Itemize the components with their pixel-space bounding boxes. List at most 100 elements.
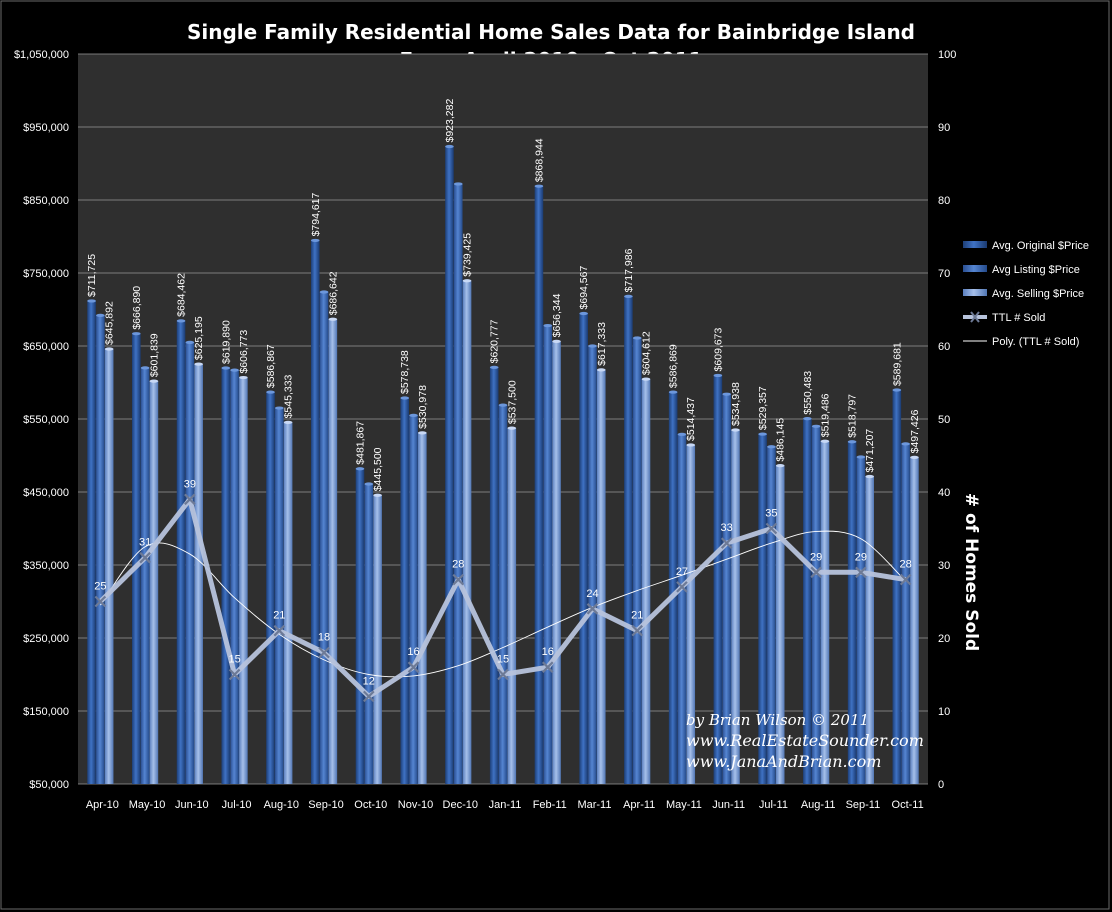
bar-cap [820, 439, 830, 443]
x-tick-label: Aug-11 [801, 799, 836, 811]
bar-cap [892, 388, 902, 392]
legend-label: TTL # Sold [992, 312, 1045, 324]
bar-cap [149, 379, 159, 383]
left-tick-label: $1,050,000 [14, 49, 69, 61]
bar [87, 300, 96, 784]
bar-cap [713, 373, 723, 378]
bar-cap [400, 396, 410, 400]
sold-marker [407, 661, 420, 673]
sold-value-label: 16 [407, 646, 419, 658]
bar-cap [686, 443, 696, 447]
chart-title: Single Family Residential Home Sales Dat… [187, 20, 915, 44]
gridlines [78, 53, 928, 785]
bar [96, 315, 105, 784]
credit-block: by Brian Wilson © 2011 www.RealEstateSou… [686, 711, 924, 771]
sold-marker [631, 624, 643, 637]
right-axis-title: # of Homes Sold [961, 493, 981, 651]
bar-value-label: $868,944 [533, 138, 545, 182]
bar [445, 146, 454, 784]
bar [722, 394, 731, 784]
bar-value-label: $481,867 [354, 421, 366, 465]
bar [811, 426, 821, 784]
bar-cap [668, 390, 678, 394]
left-tick-label: $550,000 [23, 414, 69, 426]
bar-cap [722, 392, 731, 396]
bar [901, 443, 910, 784]
bar-cap [498, 403, 508, 407]
bar-value-label: $684,462 [176, 273, 188, 317]
x-tick-label: Apr-10 [86, 799, 119, 811]
bar [758, 434, 767, 784]
bar-value-label: $471,207 [864, 429, 876, 473]
legend: Avg. Original $Price Avg Listing $Price Av… [963, 240, 1089, 348]
bar-cap [579, 311, 588, 316]
bar-cap [176, 319, 186, 323]
bar-cap [856, 455, 866, 459]
sold-marker [497, 668, 509, 681]
bar [596, 369, 606, 784]
bar-value-label: $617,333 [596, 322, 608, 366]
left-tick-label: $850,000 [23, 195, 69, 207]
left-tick-label: $50,000 [29, 779, 69, 791]
bar-cap [534, 184, 544, 188]
bar [266, 392, 275, 784]
right-tick-label: 10 [938, 706, 950, 718]
bar [534, 186, 544, 784]
bar-value-label: $545,333 [283, 374, 295, 418]
x-tick-label: Jul-10 [222, 799, 252, 811]
bar-value-label: $586,869 [668, 344, 680, 388]
legend-swatch [963, 241, 987, 248]
bar-cap [865, 474, 874, 479]
bar-value-label: $619,890 [220, 320, 232, 364]
bar-value-label: $923,282 [444, 99, 456, 143]
credit-url-2: www.JanaAndBrian.com [686, 752, 881, 771]
x-tick-label: Feb-11 [533, 799, 567, 811]
bar-cap [462, 279, 472, 283]
right-tick-label: 70 [938, 268, 950, 280]
bar-value-label: $666,890 [131, 286, 143, 330]
bar-value-label: $486,145 [775, 418, 787, 462]
bar-cap [596, 368, 606, 372]
bar-value-label: $739,425 [462, 233, 474, 277]
sold-value-label: 16 [542, 646, 554, 658]
bar-cap [811, 424, 821, 428]
right-tick-label: 50 [938, 414, 950, 426]
bar-value-label: $589,681 [891, 342, 903, 386]
sold-value-label: 29 [810, 551, 822, 563]
bar-value-label: $578,738 [399, 350, 411, 394]
left-tick-label: $250,000 [23, 633, 69, 645]
bar [149, 381, 159, 784]
bar [686, 444, 696, 784]
sold-marker [720, 537, 733, 549]
bar-cap [767, 445, 776, 449]
sold-value-label: 24 [586, 588, 598, 600]
bar-value-label: $519,486 [819, 393, 831, 437]
x-tick-label: Aug-10 [264, 799, 299, 811]
legend-label: Avg. Selling $Price [992, 288, 1084, 300]
bar-cap [775, 464, 785, 468]
bar-cap [507, 426, 517, 430]
bar-value-label: $794,617 [310, 192, 322, 236]
trendline-series [100, 530, 906, 678]
bar [283, 422, 293, 784]
bar-value-labels: $711,725 $666,890 $684,462 $619,890 $586,867… [86, 99, 921, 492]
bar-value-label: $601,839 [148, 333, 160, 377]
bar-value-label: $445,500 [372, 447, 384, 491]
sold-value-label: 35 [765, 508, 777, 520]
sold-marker [541, 661, 554, 673]
bar-value-label: $620,777 [489, 319, 501, 363]
x-tick-label: May-10 [129, 799, 166, 811]
sold-marker [899, 573, 912, 586]
sold-marker [184, 493, 196, 506]
bar [373, 495, 382, 784]
right-tick-label: 100 [938, 49, 956, 61]
sold-value-label: 31 [139, 537, 151, 549]
bar [418, 432, 427, 784]
bar-value-label: $711,725 [86, 254, 98, 297]
bar-cap [319, 290, 329, 294]
bar-cap [221, 366, 231, 370]
x-tick-label: May-11 [666, 799, 702, 811]
bar [668, 392, 678, 784]
bar-value-label: $537,500 [506, 380, 518, 424]
